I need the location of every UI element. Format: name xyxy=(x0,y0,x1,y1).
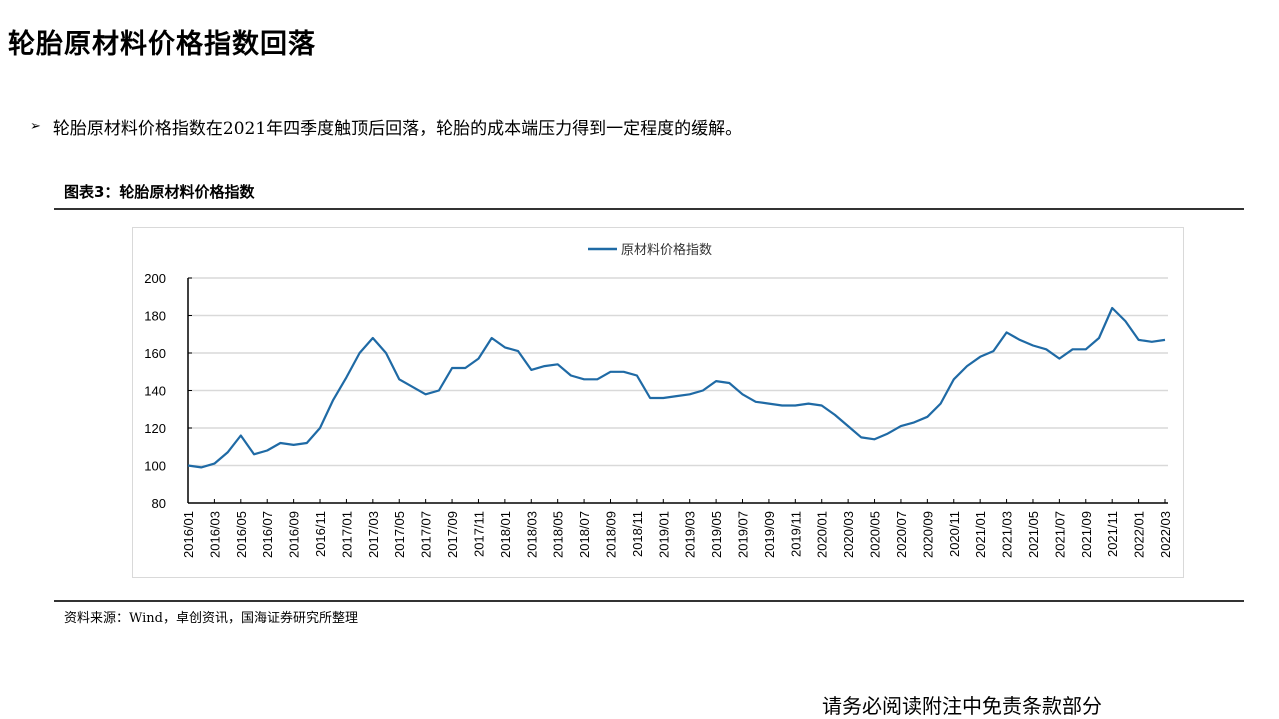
x-tick-label: 2018/11 xyxy=(630,511,645,557)
x-tick-label: 2017/11 xyxy=(471,511,486,557)
bottom-divider xyxy=(54,600,1244,602)
x-tick-label: 2022/01 xyxy=(1132,511,1147,558)
x-tick-label: 2019/09 xyxy=(762,511,777,558)
x-tick-label: 2018/01 xyxy=(498,511,513,558)
y-tick-label: 180 xyxy=(144,309,166,324)
x-tick-label: 2021/05 xyxy=(1026,511,1041,558)
x-tick-label: 2020/05 xyxy=(868,511,883,558)
x-tick-label: 2017/03 xyxy=(366,511,381,558)
x-tick-label: 2021/09 xyxy=(1079,511,1094,558)
x-tick-label: 2021/07 xyxy=(1052,511,1067,558)
x-tick-label: 2020/11 xyxy=(947,511,962,557)
y-tick-label: 120 xyxy=(144,421,166,436)
y-tick-label: 80 xyxy=(152,496,166,511)
y-tick-label: 160 xyxy=(144,346,166,361)
x-tick-label: 2018/05 xyxy=(551,511,566,558)
source-note: 资料来源：Wind，卓创资讯，国海证券研究所整理 xyxy=(64,611,358,626)
x-tick-label: 2016/05 xyxy=(234,511,249,558)
bullet-text: 轮胎原材料价格指数在2021年四季度触顶后回落，轮胎的成本端压力得到一定程度的缓… xyxy=(52,119,743,139)
x-tick-label: 2016/11 xyxy=(313,511,328,557)
page-title: 轮胎原材料价格指数回落 xyxy=(8,29,316,60)
x-tick-label: 2019/01 xyxy=(656,511,671,558)
chart-frame xyxy=(132,227,1184,578)
figure-title: 图表3：轮胎原材料价格指数 xyxy=(64,183,255,201)
legend-label: 原材料价格指数 xyxy=(621,242,712,258)
x-tick-label: 2019/03 xyxy=(683,511,698,558)
x-tick-label: 2020/09 xyxy=(920,511,935,558)
x-tick-label: 2021/11 xyxy=(1105,511,1120,557)
x-tick-label: 2022/03 xyxy=(1158,511,1173,558)
bullet-point: ➢ 轮胎原材料价格指数在2021年四季度触顶后回落，轮胎的成本端压力得到一定程度… xyxy=(30,114,742,139)
y-tick-label: 100 xyxy=(144,459,166,474)
x-tick-label: 2018/07 xyxy=(577,511,592,558)
x-tick-label: 2018/03 xyxy=(524,511,539,558)
x-tick-label: 2017/09 xyxy=(445,511,460,558)
x-tick-label: 2021/01 xyxy=(973,511,988,558)
x-tick-label: 2017/07 xyxy=(419,511,434,558)
x-tick-label: 2020/03 xyxy=(841,511,856,558)
x-tick-label: 2021/03 xyxy=(1000,511,1015,558)
x-tick-label: 2017/01 xyxy=(339,511,354,558)
x-tick-label: 2016/01 xyxy=(181,511,196,558)
bullet-arrow-icon: ➢ xyxy=(30,119,41,134)
y-tick-label: 140 xyxy=(144,384,166,399)
x-tick-label: 2020/07 xyxy=(894,511,909,558)
x-tick-label: 2020/01 xyxy=(815,511,830,558)
x-tick-label: 2018/09 xyxy=(603,511,618,558)
x-tick-label: 2019/07 xyxy=(736,511,751,558)
x-tick-label: 2016/03 xyxy=(207,511,222,558)
y-tick-label: 200 xyxy=(144,271,166,286)
top-divider xyxy=(54,208,1244,210)
disclaimer-footer: 请务必阅读附注中免责条款部分 xyxy=(822,694,1102,718)
x-tick-label: 2016/09 xyxy=(287,511,302,558)
x-tick-label: 2019/05 xyxy=(709,511,724,558)
x-tick-label: 2019/11 xyxy=(788,511,803,557)
x-tick-label: 2016/07 xyxy=(260,511,275,558)
series-line xyxy=(187,306,1166,469)
x-tick-label: 2017/05 xyxy=(392,511,407,558)
